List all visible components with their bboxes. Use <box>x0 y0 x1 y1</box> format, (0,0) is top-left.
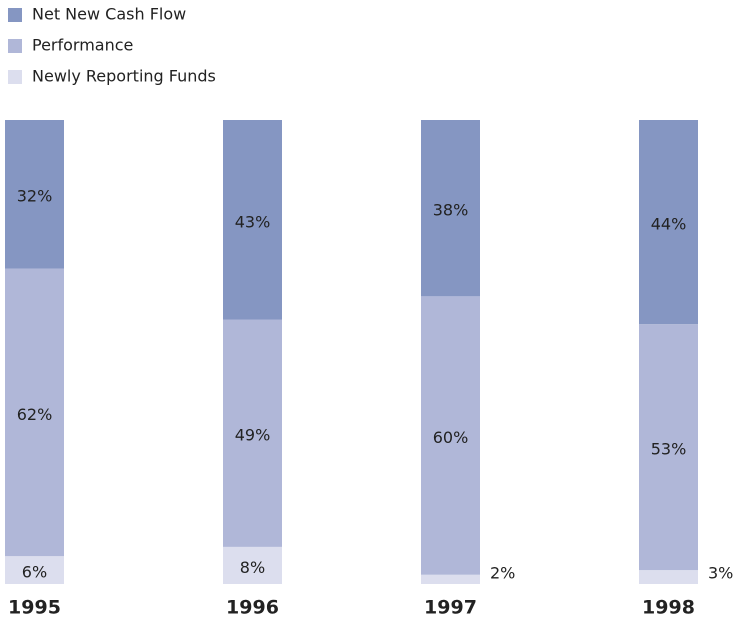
bar-segment <box>5 268 64 557</box>
value-label: 53% <box>651 440 687 459</box>
legend-swatch <box>8 70 22 84</box>
value-label: 32% <box>17 187 53 206</box>
value-label: 6% <box>22 563 47 582</box>
legend-swatch <box>8 8 22 22</box>
value-label: 2% <box>490 564 515 583</box>
legend-label: Newly Reporting Funds <box>32 67 216 86</box>
value-label: 62% <box>17 405 53 424</box>
bar-segment <box>421 296 480 575</box>
bar-segment <box>639 120 698 325</box>
legend-label: Net New Cash Flow <box>32 5 186 24</box>
x-tick-label: 1995 <box>8 597 61 619</box>
legend-swatch <box>8 39 22 53</box>
bar-segment <box>639 570 698 584</box>
value-label: 3% <box>708 564 733 583</box>
value-label: 38% <box>433 201 469 220</box>
value-label: 60% <box>433 428 469 447</box>
bar-segment <box>223 546 282 584</box>
bar-segment <box>421 574 480 584</box>
bar-segment <box>223 120 282 320</box>
value-label: 44% <box>651 215 687 234</box>
bar-segment <box>639 324 698 571</box>
bar-segment <box>223 319 282 547</box>
legend-label: Performance <box>32 36 133 55</box>
x-tick-label: 1996 <box>226 597 279 619</box>
value-label: 8% <box>240 558 265 577</box>
x-tick-label: 1997 <box>424 597 477 619</box>
value-label: 43% <box>235 212 271 231</box>
bar-segment <box>5 556 64 584</box>
bar-segment <box>5 120 64 269</box>
bar-segment <box>421 120 480 297</box>
x-tick-label: 1998 <box>642 597 695 619</box>
value-label: 49% <box>235 426 271 445</box>
